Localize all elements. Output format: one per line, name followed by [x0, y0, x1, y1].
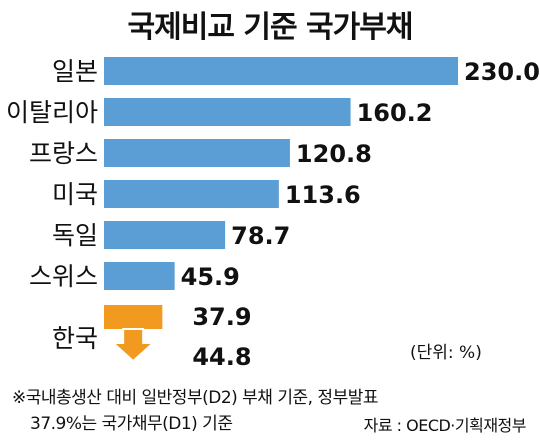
- bar-3: [104, 139, 290, 167]
- bar-6: [104, 262, 175, 290]
- value-label-3: 120.8: [296, 140, 372, 168]
- category-label-1: 일본: [52, 57, 98, 86]
- category-label-2: 이탈리아: [6, 98, 98, 127]
- down-arrow-icon: [110, 328, 156, 363]
- category-label-korea: 한국: [52, 324, 98, 353]
- category-label-3: 프랑스: [29, 139, 98, 168]
- value-label-6: 45.9: [181, 263, 240, 291]
- source-label: 자료 : OECD·기획재정부: [363, 416, 527, 435]
- bar-5: [104, 221, 226, 249]
- category-label-5: 독일: [52, 221, 98, 250]
- value-label-4: 113.6: [285, 181, 361, 209]
- value-label-1: 230.0: [464, 58, 540, 86]
- value-label-korea-d2: 44.8: [192, 343, 251, 371]
- bar-2: [104, 98, 351, 126]
- value-label-5: 78.7: [231, 222, 290, 250]
- value-label-korea-d1: 37.9: [192, 303, 251, 331]
- bar-1: [104, 57, 458, 85]
- category-label-4: 미국: [52, 180, 98, 209]
- bar-korea-d1: [104, 305, 163, 329]
- value-label-2: 160.2: [357, 99, 433, 127]
- unit-label: (단위: %): [410, 343, 482, 363]
- category-label-6: 스위스: [29, 262, 98, 291]
- footnote-line-2: 37.9%는 국가채무(D1) 기준: [30, 414, 233, 434]
- footnote-line-1: ※국내총생산 대비 일반정부(D2) 부채 기준, 정부발표: [12, 388, 379, 408]
- chart-title: 국제비교 기준 국가부채: [127, 10, 414, 45]
- bar-4: [104, 180, 279, 208]
